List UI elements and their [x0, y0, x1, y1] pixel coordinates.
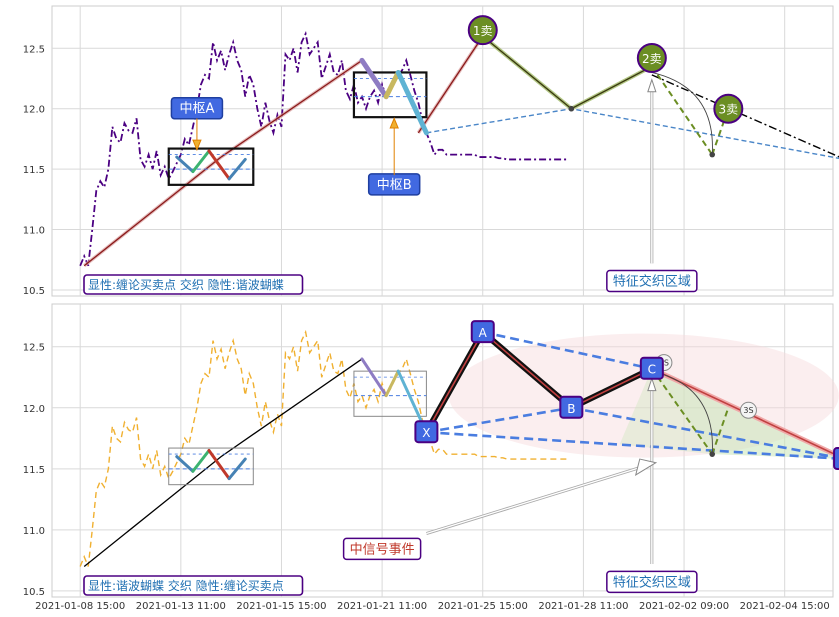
harmonic-point-box	[833, 447, 839, 471]
zhongshu-b-arrowhead	[389, 117, 399, 129]
stroke-line	[220, 59, 363, 158]
caption-box	[83, 575, 304, 596]
zhongshu-b-box	[353, 370, 427, 417]
panel-bottom: 10.511.011.512.012.5中信号事件特征交织区域3S3SXABCD…	[23, 303, 839, 598]
zhongshu-segment	[384, 369, 400, 398]
signal-arrow-shaft-inner	[426, 465, 644, 535]
x-tick-label: 2021-02-02 09:00	[639, 601, 729, 612]
zhongshu-a-box	[168, 447, 254, 486]
b-point-dot	[568, 105, 575, 112]
xabcd-leg	[482, 331, 572, 409]
sell-point-marker	[467, 15, 498, 46]
forecast-line	[651, 65, 714, 156]
signal-arrow-head	[634, 458, 658, 476]
sell-point-marker	[713, 93, 744, 124]
zhongshu-segment	[175, 455, 195, 473]
panel-caption: 显性:缠论买卖点 交织 隐性:谐波蝴蝶	[88, 277, 284, 292]
forecast-line	[651, 368, 714, 455]
cd-fill	[619, 368, 713, 455]
y-tick-label: 11.5	[23, 465, 45, 476]
xabcd-leg	[425, 331, 484, 433]
harmonic-dashed-line	[571, 406, 839, 460]
annotation-label: 中信号事件	[350, 542, 415, 557]
feature-arrow-head	[647, 78, 657, 93]
y-tick-label: 12.5	[23, 44, 45, 55]
panel-caption: 显性:谐波蝴蝶 交织 隐性:缠论买卖点	[88, 578, 284, 593]
third-sell-label: 3S	[659, 359, 669, 368]
forecast-line	[711, 407, 730, 455]
third-sell-label: 3S	[743, 406, 753, 415]
zhongshu-a-arrowhead	[192, 139, 202, 152]
x-tick-label: 2021-01-13 11:00	[136, 601, 226, 612]
caption-box	[83, 274, 304, 295]
zhongshu-segment	[360, 357, 388, 398]
stroke-line	[83, 358, 363, 567]
x-tick-label: 2021-01-21 11:00	[337, 601, 427, 612]
x-tick-label: 2021-01-08 15:00	[35, 601, 125, 612]
harmonic-point-box	[414, 420, 439, 444]
plot-frame	[51, 303, 834, 598]
zhongshu-segment	[227, 157, 247, 181]
x-axis: 2021-01-08 15:00 2021-01-13 11:00 2021-01-…	[35, 601, 830, 612]
annotation-label: 中枢B	[377, 178, 412, 193]
annotation-box	[342, 537, 422, 561]
third-sell-marker	[739, 401, 757, 419]
zhongshu-segment	[191, 149, 211, 174]
sell-point-label: 3卖	[719, 103, 739, 117]
harmonic-point-label: B	[567, 402, 575, 416]
stroke-line	[417, 35, 484, 134]
projection-line	[651, 74, 839, 158]
annotation-label: 特征交织区域	[613, 574, 691, 590]
zhongshu-segment	[191, 449, 211, 473]
harmonic-point-label: C	[648, 363, 656, 377]
forecast-point	[709, 151, 716, 158]
annotation-label: 中枢A	[179, 102, 214, 117]
y-tick-label: 11.0	[23, 226, 45, 237]
y-tick-label: 11.5	[23, 165, 45, 176]
y-tick-label: 10.5	[23, 286, 45, 297]
zhongshu-a-box	[167, 147, 255, 186]
annotation-label: 特征交织区域	[613, 274, 691, 290]
harmonic-dashed-line	[426, 406, 572, 434]
annotation-box	[606, 570, 698, 594]
harmonic-point-box	[639, 356, 664, 380]
y-tick-label: 12.0	[23, 105, 45, 116]
zhongshu-segment	[207, 149, 231, 181]
zhongshu-segment	[395, 69, 429, 136]
xabcd-leg	[570, 367, 653, 409]
zhongshu-segment	[227, 457, 247, 481]
forecast-arc	[651, 370, 713, 455]
y-tick-label: 12.0	[23, 404, 45, 415]
y-tick-label: 11.0	[23, 526, 45, 537]
sell-point-label: 1卖	[473, 24, 493, 38]
zhongshu-b-box	[352, 71, 428, 119]
y-tick-label: 10.5	[23, 587, 45, 598]
x-tick-label: 2021-01-15 15:00	[236, 601, 326, 612]
zhongshu-segment	[359, 57, 389, 100]
harmonic-point-box	[559, 395, 584, 419]
stroke-line	[83, 156, 222, 267]
sell-point-marker	[636, 42, 667, 73]
zhongshu-segment	[207, 449, 231, 481]
price-line	[79, 30, 568, 267]
forecast-arc	[651, 72, 713, 155]
harmonic-point-label: X	[422, 426, 430, 440]
x-tick-label: 2021-01-25 15:00	[438, 601, 528, 612]
harmonic-point-box	[470, 320, 495, 344]
x-tick-label: 2021-01-28 11:00	[538, 601, 628, 612]
zhongshu-segment	[175, 155, 195, 174]
sell-point-label: 2卖	[642, 52, 662, 66]
harmonic-point-label: A	[479, 326, 488, 340]
zhongshu-segment	[383, 69, 401, 100]
x-tick-label: 2021-02-04 15:00	[740, 601, 830, 612]
panel-top: 10.5 11.0 11.5 12.0 12.5 中枢A 中枢B 特征交织区域 1卖 2卖 3卖显性…	[23, 5, 839, 297]
price-line	[79, 329, 568, 567]
feature-arrow-head	[647, 376, 657, 392]
harmonic-dashed-line	[482, 330, 653, 370]
forecast-point	[709, 451, 716, 457]
annotation-box	[606, 269, 698, 293]
y-tick-label: 12.5	[23, 343, 45, 354]
